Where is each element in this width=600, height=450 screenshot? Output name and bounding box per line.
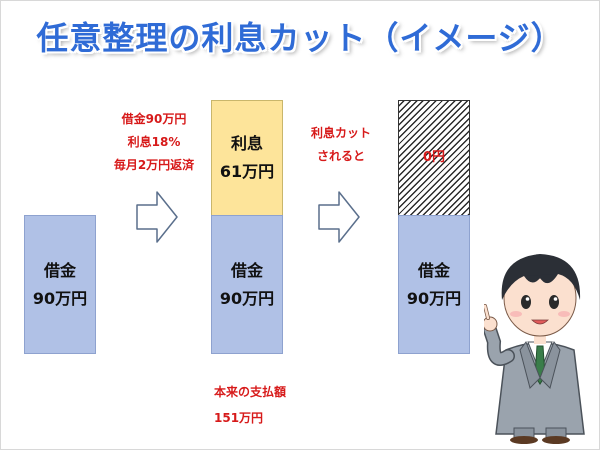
businessman-pointing-illustration	[484, 254, 585, 444]
note-if-cut: されると	[316, 149, 365, 163]
note-interest-rate: 利息18%	[127, 135, 181, 149]
stage2-total-note: 本来の支払額 151万円	[214, 379, 334, 431]
note-loan-amount: 借金90万円	[121, 112, 187, 126]
stage3-interest-amount: 0円	[422, 150, 446, 165]
stage3-interest-box: 0円	[398, 100, 470, 216]
stage2-interest-label: 利息	[230, 134, 263, 153]
stage3-debt-box: 借金 90万円	[398, 215, 470, 354]
stage2-interest-box: 利息 61万円	[211, 100, 283, 216]
page-title: 任意整理の利息カット（イメージ）	[36, 19, 564, 57]
stage2-debt-label: 借金	[230, 260, 263, 280]
stage3-cut-note: 利息カット されると	[296, 122, 386, 168]
right-arrow-icon	[136, 191, 178, 243]
note-interest-cut: 利息カット	[310, 126, 371, 140]
note-monthly-payment: 毎月2万円返済	[113, 158, 195, 172]
stage2-interest-amount: 61万円	[219, 162, 275, 181]
stage1-debt-amount: 90万円	[32, 288, 88, 308]
stage2-debt-amount: 90万円	[219, 288, 275, 308]
stage1-debt-box: 借金 90万円	[24, 215, 96, 354]
stage1-conditions-note: 借金90万円 利息18% 毎月2万円返済	[98, 108, 210, 177]
stage1-debt-label: 借金	[43, 260, 76, 280]
stage2-debt-box: 借金 90万円	[211, 215, 283, 354]
stage3-debt-amount: 90万円	[406, 288, 462, 308]
right-arrow-icon	[318, 191, 360, 243]
note-original-total-label: 本来の支払額	[214, 385, 287, 399]
note-original-total-amount: 151万円	[214, 411, 264, 425]
stage3-debt-label: 借金	[417, 260, 450, 280]
